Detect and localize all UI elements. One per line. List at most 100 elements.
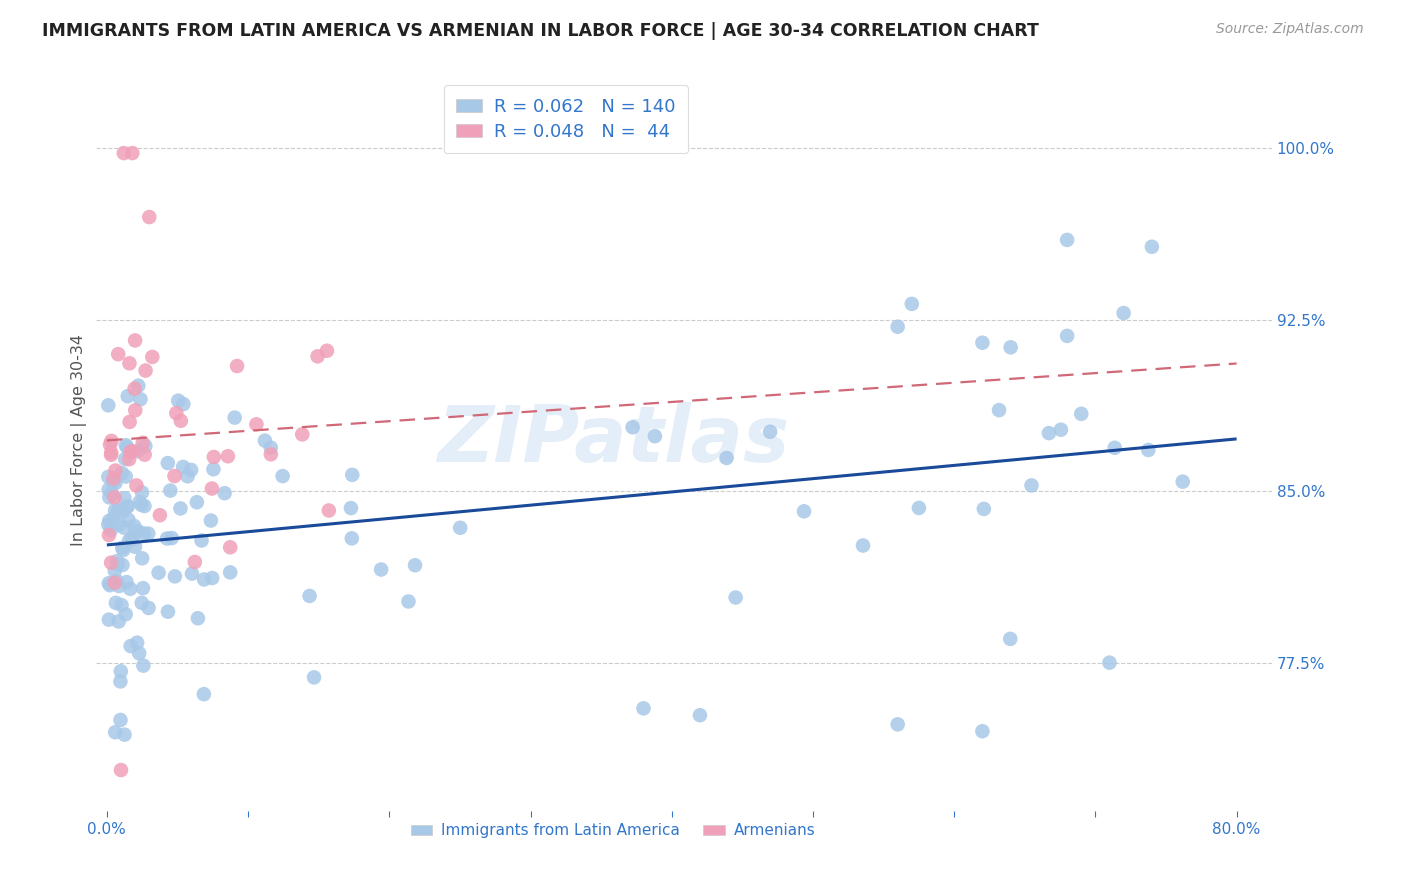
Point	[114, 452, 136, 467]
Point	[1000, 340, 1022, 354]
Point	[97, 398, 120, 412]
Point	[121, 533, 143, 547]
Point	[114, 491, 136, 505]
Point	[97, 517, 120, 532]
Point	[100, 523, 122, 537]
Point	[167, 393, 190, 408]
Point	[404, 558, 426, 573]
Point	[127, 444, 149, 458]
Point	[253, 434, 276, 448]
Text: Source: ZipAtlas.com: Source: ZipAtlas.com	[1216, 22, 1364, 37]
Point	[184, 555, 207, 569]
Point	[104, 463, 127, 477]
Point	[112, 543, 135, 558]
Point	[988, 403, 1011, 417]
Point	[449, 521, 471, 535]
Point	[307, 349, 329, 363]
Point	[121, 531, 143, 545]
Point	[156, 456, 179, 470]
Point	[111, 541, 134, 555]
Point	[118, 415, 141, 429]
Point	[103, 471, 125, 485]
Point	[202, 450, 225, 464]
Point	[103, 490, 125, 504]
Point	[111, 504, 134, 518]
Point	[118, 452, 141, 467]
Point	[115, 440, 138, 454]
Point	[136, 526, 159, 541]
Point	[98, 438, 121, 452]
Point	[219, 566, 242, 580]
Point	[193, 687, 215, 701]
Point	[214, 486, 236, 500]
Point	[104, 575, 127, 590]
Point	[138, 210, 160, 224]
Point	[101, 486, 124, 500]
Point	[163, 569, 186, 583]
Point	[110, 713, 132, 727]
Point	[316, 343, 339, 358]
Point	[224, 410, 246, 425]
Point	[318, 503, 340, 517]
Point	[104, 596, 127, 610]
Point	[134, 448, 156, 462]
Point	[120, 582, 142, 596]
Point	[340, 532, 363, 546]
Point	[1021, 478, 1043, 492]
Point	[114, 438, 136, 452]
Point	[134, 439, 156, 453]
Point	[245, 417, 267, 432]
Point	[644, 429, 666, 443]
Point	[181, 566, 204, 581]
Point	[201, 571, 224, 585]
Point	[100, 434, 122, 448]
Point	[187, 611, 209, 625]
Point	[107, 558, 129, 572]
Point	[135, 363, 157, 377]
Point	[127, 378, 149, 392]
Point	[793, 504, 815, 518]
Point	[1056, 233, 1078, 247]
Point	[112, 146, 135, 161]
Point	[120, 445, 142, 459]
Point	[121, 444, 143, 458]
Point	[172, 459, 194, 474]
Point	[1070, 407, 1092, 421]
Point	[724, 591, 747, 605]
Point	[104, 564, 127, 578]
Point	[128, 646, 150, 660]
Point	[122, 519, 145, 533]
Point	[972, 724, 994, 739]
Point	[190, 533, 212, 548]
Point	[97, 613, 120, 627]
Point	[107, 517, 129, 532]
Point	[716, 450, 738, 465]
Point	[148, 566, 170, 580]
Point	[291, 427, 314, 442]
Point	[120, 639, 142, 653]
Point	[302, 670, 325, 684]
Point	[156, 532, 179, 546]
Point	[127, 635, 149, 649]
Point	[104, 725, 127, 739]
Point	[219, 541, 242, 555]
Point	[156, 605, 179, 619]
Point	[163, 469, 186, 483]
Point	[98, 514, 121, 528]
Point	[117, 513, 139, 527]
Point	[260, 447, 283, 461]
Point	[132, 658, 155, 673]
Point	[117, 500, 139, 514]
Point	[100, 448, 122, 462]
Point	[124, 334, 146, 348]
Point	[1038, 426, 1060, 441]
Point	[621, 420, 644, 434]
Point	[124, 382, 146, 396]
Point	[107, 615, 129, 629]
Point	[186, 495, 208, 509]
Point	[852, 539, 875, 553]
Point	[398, 594, 420, 608]
Point	[176, 469, 198, 483]
Point	[193, 573, 215, 587]
Point	[132, 526, 155, 541]
